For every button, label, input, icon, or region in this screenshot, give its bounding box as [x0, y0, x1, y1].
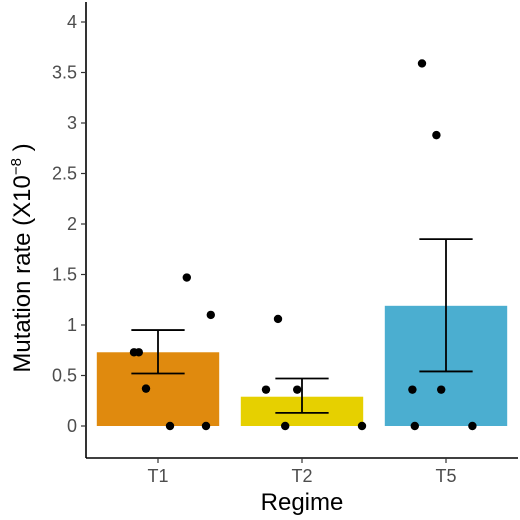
y-tick-label: 0.5 — [52, 366, 77, 386]
y-tick-label: 3 — [67, 113, 77, 133]
y-tick-label: 3.5 — [52, 63, 77, 83]
data-point-t2 — [273, 314, 283, 324]
data-point-t1 — [141, 384, 151, 393]
y-tick-label: 1.5 — [52, 265, 77, 285]
data-point-t5 — [437, 385, 446, 394]
x-tick-label: T1 — [147, 466, 168, 486]
y-tick-label: 2.5 — [52, 164, 77, 184]
data-point-t5 — [468, 421, 477, 431]
data-point-t5 — [408, 385, 417, 394]
y-ticks-layer: 0 0.5 1 1.5 2 2.5 3 3.5 4 — [52, 12, 86, 436]
y-tick-label: 4 — [67, 12, 77, 32]
data-point-t5 — [410, 421, 419, 431]
data-point-t2 — [293, 385, 302, 394]
x-axis-title: Regime — [261, 489, 344, 516]
data-point-t2 — [201, 421, 211, 431]
x-ticks-layer: T1 T2 T5 — [147, 458, 457, 486]
data-point-t1 — [134, 348, 143, 357]
data-point-t1 — [206, 310, 215, 320]
data-point-t5 — [417, 59, 427, 68]
y-tick-label: 0 — [67, 416, 77, 436]
x-tick-label: T2 — [291, 466, 312, 486]
x-tick-label: T5 — [435, 466, 456, 486]
points-layer — [129, 59, 477, 431]
y-axis-title-exponent: −8 — [8, 158, 25, 175]
y-axis-title-close: ) — [9, 143, 36, 158]
error-bars-layer — [131, 238, 473, 414]
data-point-t2 — [357, 421, 367, 431]
y-tick-label: 1 — [67, 315, 77, 335]
y-axis-title: Mutation rate (X10−8 ) — [8, 143, 36, 372]
data-point-t1 — [182, 273, 191, 282]
data-point-t1 — [165, 421, 175, 431]
data-point-t5 — [432, 130, 441, 140]
y-tick-label: 2 — [67, 214, 77, 234]
data-point-t2 — [281, 421, 290, 431]
data-point-t2 — [261, 385, 271, 394]
y-axis-title-text: Mutation rate (X10 — [9, 175, 36, 372]
